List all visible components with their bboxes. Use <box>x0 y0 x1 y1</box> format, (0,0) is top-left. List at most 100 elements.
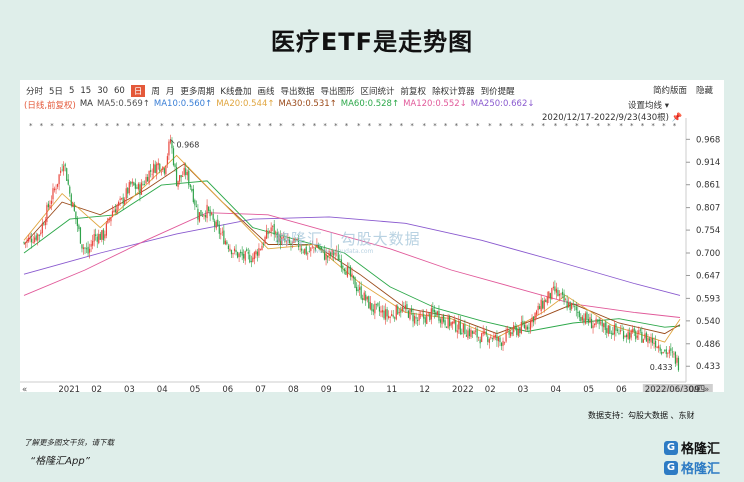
candle-body <box>157 162 159 166</box>
candle-body <box>531 317 533 323</box>
event-marker: * <box>389 122 393 130</box>
candle-body <box>195 205 197 207</box>
candle-body <box>192 188 194 203</box>
candle-body <box>574 305 576 307</box>
toolbar-item-3[interactable]: 15 <box>80 86 92 96</box>
candle-body <box>90 243 92 247</box>
candle-body <box>374 303 376 314</box>
candle-body <box>174 164 176 167</box>
candle-body <box>58 174 60 185</box>
hide-button[interactable]: 隐藏 <box>696 86 714 96</box>
candle-body <box>122 197 124 204</box>
toolbar-item-15[interactable]: 前复权 <box>400 87 427 97</box>
candle-body <box>162 166 164 170</box>
toolbar-item-16[interactable]: 除权计算器 <box>432 87 475 97</box>
y-tick-label: 0.700 <box>696 249 720 259</box>
candle-body <box>613 324 615 335</box>
event-marker: * <box>71 122 75 130</box>
candle-body <box>552 286 554 289</box>
candle-body <box>647 337 649 344</box>
candle-body <box>323 249 326 260</box>
candle-body <box>630 330 632 338</box>
candle-body <box>56 183 59 187</box>
candle-body <box>166 156 169 165</box>
candle-body <box>34 237 36 242</box>
candle-body <box>145 176 147 184</box>
candle-body <box>632 329 634 333</box>
toolbar-item-5[interactable]: 60 <box>114 86 125 96</box>
candle-body <box>308 251 310 253</box>
candle-body <box>622 331 625 339</box>
toolbar-item-1[interactable]: 5日 <box>49 87 63 97</box>
candle-body <box>66 168 68 181</box>
candle-body <box>99 233 101 240</box>
candle-body <box>217 219 219 226</box>
pin-icon[interactable]: 📌 <box>671 113 683 123</box>
candle-body <box>386 309 388 317</box>
candle-body <box>514 326 516 328</box>
x-tick-label: 03 <box>124 385 135 392</box>
toolbar-item-2[interactable]: 5 <box>68 86 75 96</box>
candle-body <box>265 230 268 239</box>
event-marker: * <box>312 122 316 130</box>
toolbar-item-17[interactable]: 到价提醒 <box>480 87 515 97</box>
candle-body <box>444 320 446 326</box>
scroll-right-icon: » <box>704 385 709 392</box>
candle-body <box>397 306 399 315</box>
ma-legend-item-8: MA250:0.662↓ <box>470 99 535 109</box>
candle-body <box>482 331 484 334</box>
candle-body <box>220 233 222 235</box>
toolbar-item-11[interactable]: 画线 <box>257 87 275 97</box>
candle-body <box>127 187 129 194</box>
candle-body <box>586 312 588 321</box>
candle-body <box>384 309 387 320</box>
candle-body <box>168 141 170 156</box>
candle-body <box>543 300 545 310</box>
candle-body <box>206 204 208 219</box>
candle-body <box>117 201 120 206</box>
settings-ma-button[interactable]: 设置均线 ▾ <box>628 99 669 111</box>
candle-body <box>291 241 294 243</box>
toolbar-item-14[interactable]: 区间统计 <box>360 87 395 97</box>
candle-body <box>363 292 365 301</box>
toolbar-item-8[interactable]: 月 <box>165 87 175 97</box>
toolbar-item-6[interactable]: 日 <box>130 85 146 97</box>
candle-body <box>75 211 77 220</box>
candle-body <box>572 303 574 305</box>
candle-body <box>29 236 31 240</box>
simple-layout-button[interactable]: 简约版面 <box>653 86 688 96</box>
candle-body <box>253 252 255 260</box>
candle-body <box>272 225 274 227</box>
candle-body <box>677 357 680 371</box>
candle-body <box>653 342 655 345</box>
candle-body <box>227 245 230 249</box>
candle-body <box>197 208 199 220</box>
ma-legend-item-4: MA20:0.544↑ <box>216 99 275 109</box>
x-tick-label: 09 <box>689 385 700 392</box>
candle-body <box>142 184 144 185</box>
toolbar-item-12[interactable]: 导出数据 <box>280 87 315 97</box>
ma-legend-item-3: MA10:0.560↑ <box>153 99 213 109</box>
toolbar-item-4[interactable]: 30 <box>97 86 109 96</box>
toolbar-item-10[interactable]: K线叠加 <box>220 87 252 97</box>
candle-body <box>476 328 478 338</box>
candle-body <box>285 240 287 242</box>
candle-body <box>445 326 448 328</box>
toolbar-item-13[interactable]: 导出图形 <box>320 87 355 97</box>
candle-body <box>270 227 272 232</box>
candle-body <box>616 329 619 332</box>
annotation-arrow <box>170 139 175 144</box>
candle-body <box>76 218 78 227</box>
candle-body <box>473 331 475 334</box>
candle-body <box>436 311 439 315</box>
candle-body <box>502 341 504 346</box>
event-marker: * <box>378 122 382 130</box>
event-marker: * <box>476 122 480 130</box>
candle-body <box>133 182 135 186</box>
toolbar-item-7[interactable]: 周 <box>151 87 160 97</box>
candle-body <box>449 316 451 327</box>
candle-body <box>87 246 89 254</box>
ma-legend-item-0: (日线,前复权) <box>24 101 76 111</box>
toolbar-item-0[interactable]: 分时 <box>26 87 44 97</box>
toolbar-item-9[interactable]: 更多周期 <box>180 87 215 97</box>
